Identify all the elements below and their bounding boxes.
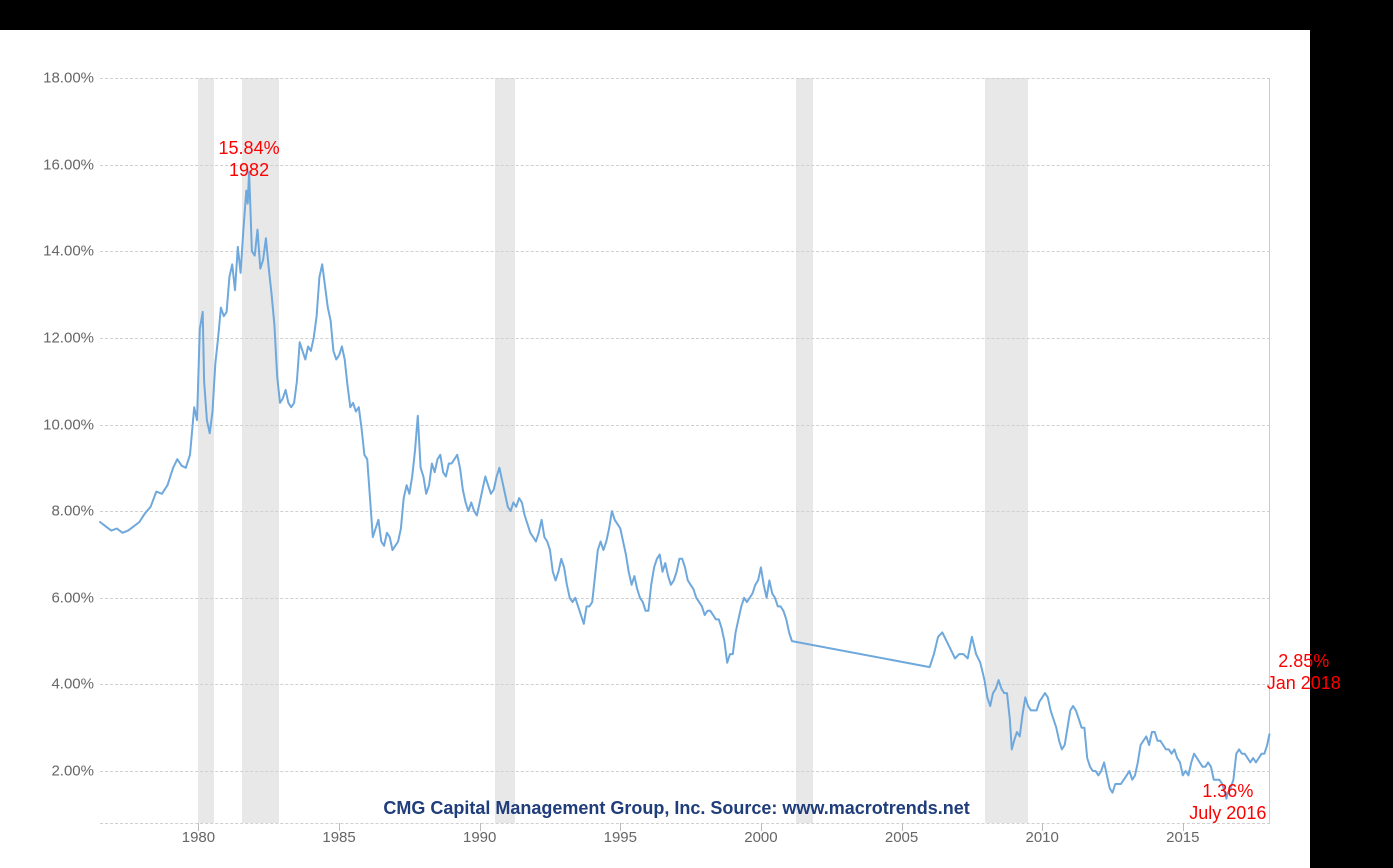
annotation-year: 1982 (219, 160, 280, 182)
x-tick-label: 2015 (1166, 829, 1199, 846)
y-tick-label: 18.00% (43, 70, 94, 87)
chart-svg (100, 78, 1270, 823)
x-tick-label: 1995 (604, 829, 637, 846)
y-tick-label: 8.00% (51, 503, 94, 520)
x-tick-label: 1985 (322, 829, 355, 846)
x-tick-label: 2000 (744, 829, 777, 846)
credit-label: CMG Capital Management Group, Inc. Sourc… (383, 798, 969, 819)
yield-line (100, 172, 1269, 799)
x-tick-label: 2005 (885, 829, 918, 846)
annotation-low-2016: 1.36%July 2016 (1189, 781, 1266, 824)
y-tick-label: 6.00% (51, 589, 94, 606)
annotation-value: 1.36% (1189, 781, 1266, 803)
annotation-value: 15.84% (219, 138, 280, 160)
x-tick-label: 1980 (182, 829, 215, 846)
y-tick-label: 10.00% (43, 416, 94, 433)
x-tick-label: 1990 (463, 829, 496, 846)
annotation-peak-1982: 15.84%1982 (219, 138, 280, 181)
y-tick-label: 12.00% (43, 329, 94, 346)
y-tick-label: 14.00% (43, 243, 94, 260)
annotation-year: July 2016 (1189, 803, 1266, 825)
y-tick-label: 16.00% (43, 156, 94, 173)
annotation-year: Jan 2018 (1267, 673, 1341, 695)
chart-container: 2.00% 4.00% 6.00% 8.00% 10.00% 12.00% 14.00% 16… (0, 30, 1310, 868)
annotation-end-2018: 2.85%Jan 2018 (1267, 651, 1341, 694)
plot-area: 2.00%4.00%6.00%8.00%10.00%12.00%14.00%16… (100, 78, 1270, 823)
annotation-value: 2.85% (1267, 651, 1341, 673)
x-tick-label: 2010 (1026, 829, 1059, 846)
x-axis-baseline (100, 823, 1270, 824)
y-tick-label: 4.00% (51, 676, 94, 693)
y-tick-label: 2.00% (51, 763, 94, 780)
